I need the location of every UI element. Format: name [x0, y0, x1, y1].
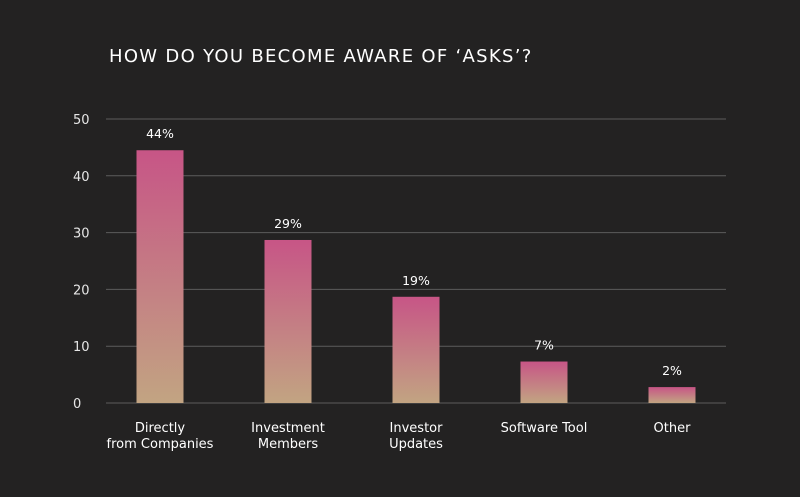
bar-2 — [392, 296, 440, 403]
chart-title: HOW DO YOU BECOME AWARE OF ‘ASKS’? — [109, 46, 533, 67]
data-label-0: 44% — [146, 126, 174, 141]
category-label-0-line-0: Directly — [135, 421, 186, 436]
data-label-3: 7% — [534, 338, 554, 353]
y-axis-ticks: 0 10 20 30 40 50 — [73, 113, 90, 412]
y-tick-label-30: 30 — [73, 227, 90, 242]
y-tick-label-0: 0 — [73, 397, 81, 412]
data-labels: 44% 29% 19% 7% 2% — [146, 126, 682, 378]
category-label-3-line-0: Software Tool — [501, 421, 588, 436]
data-label-1: 29% — [274, 216, 302, 231]
data-label-4: 2% — [662, 363, 682, 378]
category-label-0-line-1: from Companies — [107, 437, 214, 452]
category-label-2-line-1: Updates — [389, 437, 443, 452]
y-tick-label-40: 40 — [73, 170, 90, 185]
bar-3 — [520, 361, 568, 403]
category-label-2-line-0: Investor — [390, 421, 444, 436]
category-label-1-line-0: Investment — [251, 421, 325, 436]
bar-0 — [136, 150, 184, 403]
bar-1 — [264, 239, 312, 403]
y-tick-label-10: 10 — [73, 340, 90, 355]
bar-4 — [648, 387, 696, 403]
y-tick-label-50: 50 — [73, 113, 90, 128]
y-tick-label-20: 20 — [73, 283, 90, 298]
category-label-4-line-0: Other — [654, 421, 692, 436]
data-label-2: 19% — [402, 273, 430, 288]
category-label-1-line-1: Members — [258, 437, 318, 452]
bars — [136, 150, 696, 403]
